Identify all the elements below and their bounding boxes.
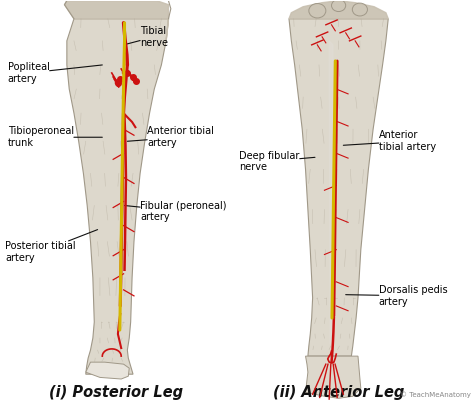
Text: Anterior
tibial artery: Anterior tibial artery (343, 131, 436, 152)
Text: © TeachMeAnatomy: © TeachMeAnatomy (400, 392, 471, 398)
Polygon shape (86, 362, 129, 379)
Text: Tibial
nerve: Tibial nerve (124, 26, 168, 48)
Text: Popliteal
artery: Popliteal artery (8, 62, 102, 84)
Text: Posterior tibial
artery: Posterior tibial artery (5, 230, 98, 262)
Text: Tibioperoneal
trunk: Tibioperoneal trunk (8, 127, 102, 148)
Text: Anterior tibial
artery: Anterior tibial artery (128, 127, 214, 148)
Text: (i) Posterior Leg: (i) Posterior Leg (49, 385, 183, 400)
Text: Deep fibular
nerve: Deep fibular nerve (239, 151, 315, 172)
Text: Fibular (peroneal)
artery: Fibular (peroneal) artery (125, 201, 227, 222)
Text: (ii) Anterior Leg: (ii) Anterior Leg (273, 385, 404, 400)
Polygon shape (329, 41, 334, 344)
Polygon shape (289, 1, 388, 19)
Polygon shape (306, 356, 361, 398)
Polygon shape (289, 19, 388, 356)
Polygon shape (67, 19, 168, 374)
Text: Dorsalis pedis
artery: Dorsalis pedis artery (346, 285, 447, 307)
Polygon shape (64, 1, 168, 41)
